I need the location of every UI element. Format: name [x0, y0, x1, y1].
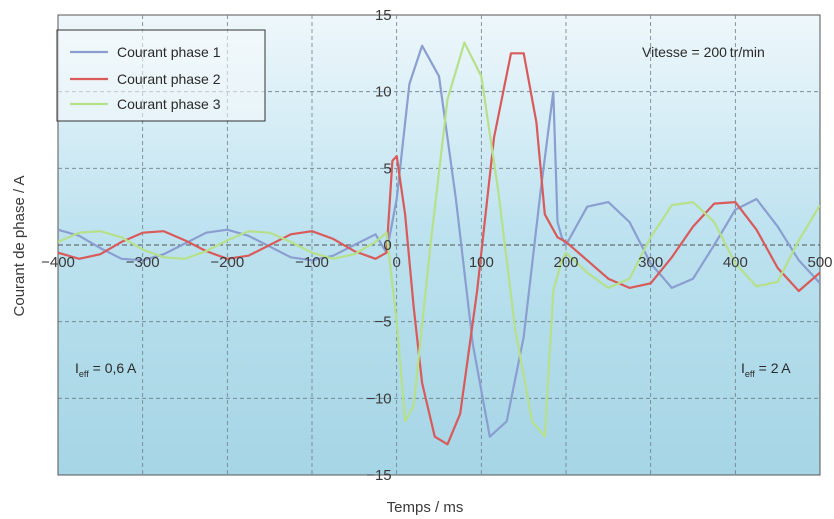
legend-label-phase-3: Courant phase 3: [117, 96, 221, 112]
ieff-right-symbol: I: [741, 360, 745, 376]
series-line-phase-2: [58, 52, 820, 446]
x-tick-label: 300: [638, 254, 663, 271]
y-tick-label: −15: [366, 467, 391, 484]
y-tick-label: −10: [366, 390, 391, 407]
x-tick-label: 0: [392, 254, 400, 271]
ieff-left-symbol: I: [75, 360, 79, 376]
series-group: [58, 41, 820, 446]
tick-labels: −400 −300 −200 −100 0 100 200 300 400 500−15−10−5…: [41, 7, 832, 484]
y-axis-label: Courant de phase / A: [11, 176, 28, 317]
x-tick-label: 400: [723, 254, 748, 271]
ieff-left-value: = 0,6 A: [89, 360, 137, 376]
x-tick-label: −400: [41, 254, 75, 271]
x-tick-label: −100: [295, 254, 329, 271]
x-tick-label: 100: [469, 254, 494, 271]
x-tick-label: −300: [126, 254, 160, 271]
legend-label-phase-2: Courant phase 2: [117, 71, 221, 87]
x-tick-label: −200: [210, 254, 244, 271]
y-tick-label: 10: [375, 84, 392, 101]
ieff-left-subscript: eff: [79, 369, 89, 379]
y-tick-label: 15: [375, 7, 392, 24]
ieff-right-value: = 2 A: [755, 360, 792, 376]
x-axis-label: Temps / ms: [387, 499, 464, 516]
ieff-right-subscript: eff: [745, 369, 755, 379]
x-tick-label: 500: [807, 254, 832, 271]
legend: Courant phase 1 Courant phase 2 Courant …: [56, 29, 266, 122]
y-tick-label: −5: [375, 314, 392, 331]
legend-label-phase-1: Courant phase 1: [117, 44, 221, 60]
ieff-left-annotation: Ieff = 0,6 A: [75, 360, 137, 379]
series-line-phase-1: [58, 44, 820, 438]
legend-box: [56, 29, 266, 122]
y-tick-label: 0: [383, 237, 391, 254]
series-line-phase-3: [58, 41, 820, 438]
speed-annotation: Vitesse = 200 tr/min: [642, 44, 765, 60]
y-tick-label: 5: [383, 160, 391, 177]
x-tick-label: 200: [553, 254, 578, 271]
ieff-right-annotation: Ieff = 2 A: [741, 360, 791, 379]
